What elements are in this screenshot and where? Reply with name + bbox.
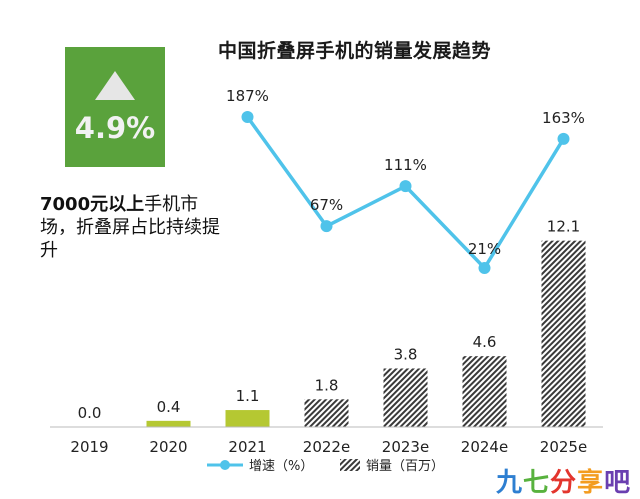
watermark-char: 七 <box>523 468 551 498</box>
x-tick-label: 2021 <box>228 438 266 456</box>
note-bold: 7000元以上 <box>40 194 145 215</box>
bar-value-label: 12.1 <box>547 218 580 236</box>
growth-point <box>557 132 570 145</box>
watermark-char: 九 <box>496 468 524 498</box>
x-tick-label: 2024e <box>461 438 508 456</box>
x-tick-label: 2022e <box>303 438 350 456</box>
bar-2020 <box>146 420 191 427</box>
watermark-char: 分 <box>550 468 578 498</box>
kpi-value: 4.9% <box>74 111 156 145</box>
legend-bar-swatch <box>340 459 360 471</box>
growth-point <box>320 220 333 233</box>
legend-line-marker <box>220 460 230 470</box>
growth-value-label: 111% <box>384 156 427 174</box>
note-rest: 手机市场，折叠屏占比持续提升 <box>40 194 220 261</box>
chart-title: 中国折叠屏手机的销量发展趋势 <box>218 40 492 62</box>
growth-point <box>241 111 254 123</box>
x-tick-label: 2020 <box>149 438 187 456</box>
bar-value-label: 0.0 <box>78 404 102 422</box>
up-triangle-icon <box>95 71 135 100</box>
bar-2021 <box>225 410 270 427</box>
legend-line-label: 增速（%） <box>249 459 313 474</box>
kpi-box: 4.9% <box>65 47 165 167</box>
bar-value-label: 1.8 <box>315 376 339 394</box>
bar-value-label: 1.1 <box>236 387 260 405</box>
bar-value-label: 4.6 <box>473 333 497 351</box>
note-text: 7000元以上手机市场，折叠屏占比持续提升 <box>40 193 220 262</box>
x-tick-label: 2023e <box>382 438 429 456</box>
bar-2023e <box>383 368 428 427</box>
legend-bar-label: 销量（百万） <box>366 459 444 474</box>
growth-value-label: 163% <box>542 109 585 127</box>
bar-2022e <box>304 399 349 427</box>
bar-value-label: 0.4 <box>157 398 181 416</box>
watermark: 九七分享吧 <box>496 462 631 499</box>
x-tick-label: 2025e <box>540 438 587 456</box>
legend: 增速（%） 销量（百万） <box>207 459 444 474</box>
growth-value-label: 67% <box>310 196 343 214</box>
watermark-char: 享 <box>577 468 605 498</box>
growth-value-label: 187% <box>226 87 269 105</box>
growth-value-label: 21% <box>468 240 501 258</box>
watermark-char: 吧 <box>604 468 632 498</box>
growth-point <box>478 262 491 274</box>
growth-point <box>399 180 412 193</box>
bar-2024e <box>462 356 507 427</box>
x-tick-label: 2019 <box>70 438 108 456</box>
bar-value-label: 3.8 <box>394 345 418 363</box>
bar-2025e <box>541 240 586 427</box>
growth-line <box>246 115 565 270</box>
